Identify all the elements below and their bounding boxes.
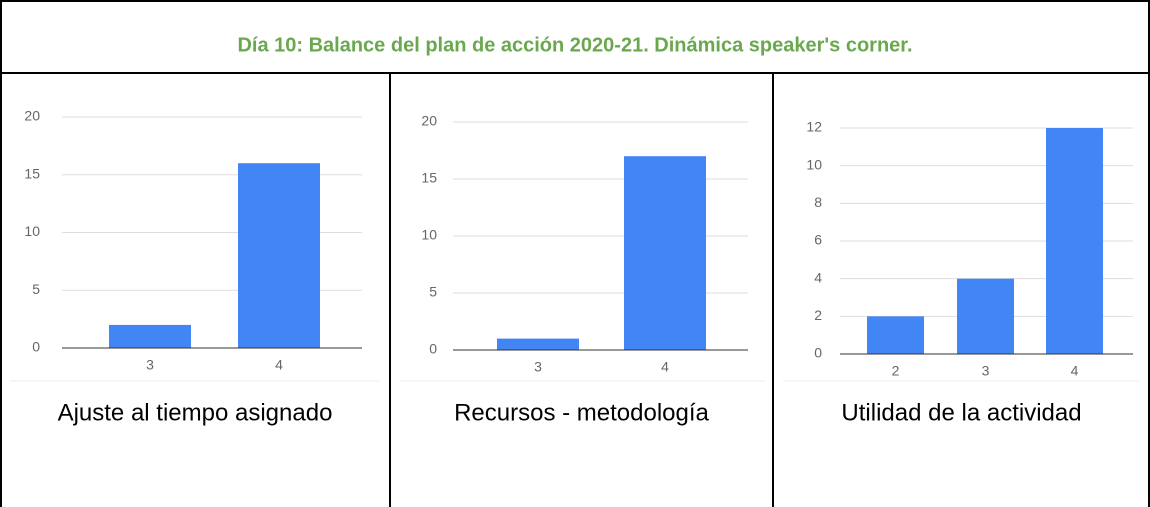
bar (497, 338, 579, 350)
bar (1046, 128, 1103, 354)
y-tick-label: 10 (806, 156, 822, 172)
y-tick-label: 6 (814, 232, 822, 248)
y-tick-label: 12 (806, 119, 822, 135)
bar (238, 163, 320, 348)
y-tick-label: 5 (32, 281, 40, 297)
bar (957, 278, 1014, 354)
x-tick-label: 4 (275, 357, 283, 373)
y-tick-label: 5 (429, 284, 437, 300)
caption: Utilidad de la actividad (841, 399, 1081, 426)
y-tick-label: 20 (24, 108, 40, 124)
x-tick-label: 3 (146, 357, 154, 373)
x-tick-label: 4 (1071, 363, 1079, 379)
y-tick-label: 4 (814, 269, 822, 285)
caption: Ajuste al tiempo asignado (58, 399, 333, 426)
y-tick-label: 8 (814, 194, 822, 210)
bar (109, 324, 191, 348)
y-tick-label: 10 (24, 223, 40, 239)
y-tick-label: 20 (421, 113, 437, 129)
y-tick-label: 0 (32, 339, 40, 355)
y-tick-label: 0 (429, 341, 437, 357)
y-tick-label: 15 (421, 170, 437, 186)
x-tick-label: 2 (892, 363, 900, 379)
bar (867, 316, 924, 354)
x-tick-label: 3 (534, 359, 542, 375)
header-title: Día 10: Balance del plan de acción 2020-… (237, 34, 912, 56)
x-tick-label: 4 (661, 359, 669, 375)
y-tick-label: 2 (814, 307, 822, 323)
caption: Recursos - metodología (454, 399, 709, 426)
y-tick-label: 0 (814, 345, 822, 361)
x-tick-label: 3 (982, 363, 990, 379)
bar (624, 156, 706, 350)
y-tick-label: 10 (421, 227, 437, 243)
y-tick-label: 15 (24, 165, 40, 181)
